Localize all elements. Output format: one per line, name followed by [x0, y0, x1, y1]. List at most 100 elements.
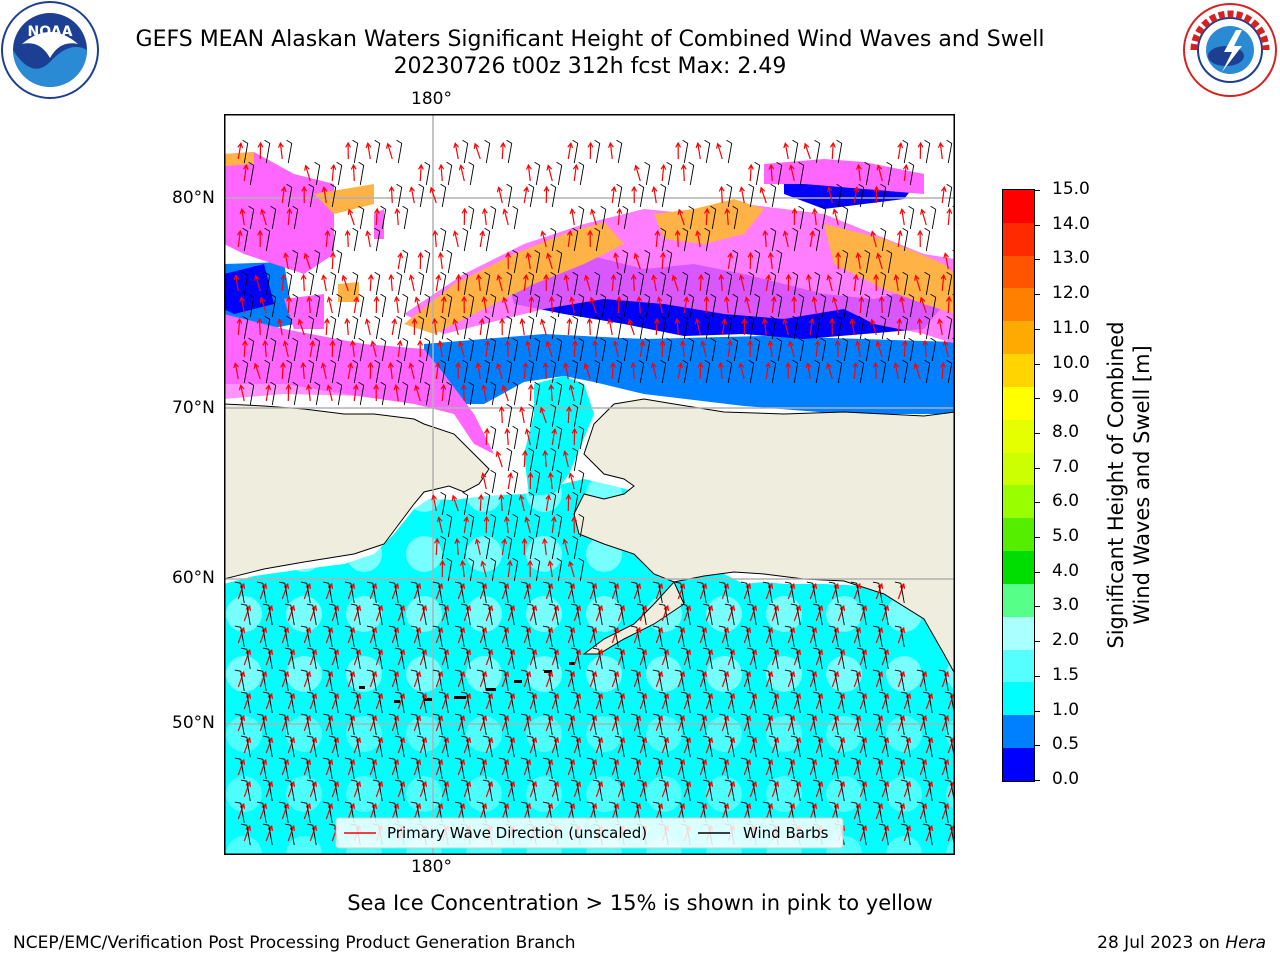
wind-barb — [872, 625, 883, 648]
wave-arrow — [749, 781, 757, 798]
wind-barb — [234, 581, 245, 604]
wind-barb — [350, 647, 361, 670]
wave-arrow — [875, 583, 883, 600]
wave-arrow-head — [236, 229, 243, 237]
wind-barb — [482, 691, 493, 714]
wind-barb — [858, 315, 865, 340]
wave-arrow — [459, 341, 465, 358]
wind-barb — [550, 315, 557, 340]
lon-label-bottom: 180° — [411, 857, 452, 877]
wind-barb — [432, 713, 443, 736]
wave-arrow-head — [242, 163, 249, 171]
wave-arrow — [920, 297, 927, 314]
wave-arrow-head — [546, 252, 552, 259]
wind-barb — [740, 669, 751, 692]
wave-arrow-head — [256, 317, 263, 324]
wave-arrow — [500, 495, 503, 512]
wind-barb — [556, 557, 563, 582]
wave-arrow — [254, 363, 261, 380]
wind-barb — [614, 647, 625, 670]
wave-arrow — [265, 825, 273, 842]
wind-barb — [616, 139, 623, 164]
wave-arrow-head — [501, 384, 508, 391]
wave-arrow-head — [610, 185, 617, 193]
wave-arrow — [369, 803, 377, 820]
wave-arrow-head — [434, 361, 441, 369]
wind-barb — [432, 669, 443, 692]
alaska-land — [573, 398, 955, 675]
colorbar-tick-label: 5.0 — [1052, 526, 1080, 547]
wave-arrow-head — [759, 186, 766, 193]
wave-arrow — [696, 231, 701, 248]
wave-arrow — [903, 825, 911, 842]
wind-barb — [454, 625, 465, 648]
wind-barb — [806, 581, 817, 604]
wind-barb — [476, 757, 487, 780]
wave-arrow — [789, 341, 795, 358]
wind-barb — [242, 139, 249, 164]
wind-barb — [682, 315, 689, 340]
wave-arrow-head — [364, 318, 371, 325]
wave-arrow — [941, 803, 949, 820]
wave-arrow — [573, 165, 577, 182]
wave-arrow — [483, 297, 487, 314]
wind-barb — [836, 271, 843, 296]
wind-barb — [776, 161, 783, 186]
wave-arrow — [237, 627, 245, 644]
wave-arrow — [523, 715, 531, 732]
wind-barb — [622, 337, 629, 362]
wind-barb — [704, 227, 711, 252]
wave-arrow — [921, 209, 927, 226]
wave-arrow — [237, 671, 245, 688]
wave-arrow — [525, 517, 531, 534]
wave-arrow — [944, 341, 949, 358]
wave-arrow — [369, 671, 377, 688]
wind-barb — [564, 581, 575, 604]
wind-barb — [864, 337, 871, 362]
wave-arrow — [503, 209, 509, 226]
wave-arrow — [347, 627, 355, 644]
footer-machine: Hera — [1225, 933, 1266, 953]
wind-barb — [438, 735, 449, 758]
wind-barb — [938, 669, 949, 692]
wind-barb — [726, 359, 733, 384]
wave-arrow — [678, 209, 685, 226]
wind-barb — [278, 801, 289, 824]
wind-barb — [748, 271, 755, 296]
wind-barb — [306, 735, 317, 758]
wave-arrow — [243, 737, 251, 754]
wind-barb — [652, 757, 663, 780]
wave-arrow — [881, 825, 889, 842]
wave-arrow-head — [697, 361, 704, 368]
wave-arrow-head — [653, 317, 660, 324]
wave-arrow-head — [481, 295, 488, 303]
wave-arrow — [454, 231, 459, 248]
wind-barb — [878, 823, 889, 846]
wave-arrow — [325, 759, 333, 776]
wave-arrow — [353, 297, 358, 314]
wave-arrow — [240, 297, 245, 314]
wind-barb — [484, 227, 491, 252]
wind-barb — [688, 161, 695, 186]
wave-arrow-head — [610, 273, 617, 280]
wave-arrow-head — [590, 208, 596, 215]
wind-barb — [908, 205, 915, 230]
wind-barb — [526, 647, 537, 670]
wind-barb — [586, 713, 597, 736]
wind-barb — [468, 205, 475, 230]
wave-arrow — [727, 737, 735, 754]
wind-barb — [652, 801, 663, 824]
wind-barb — [526, 779, 537, 802]
wind-barb — [306, 823, 317, 846]
wave-arrow — [790, 165, 795, 182]
wave-arrow-head — [703, 295, 710, 302]
wind-barb — [292, 293, 299, 318]
wind-barb — [564, 625, 575, 648]
wave-arrow — [547, 253, 553, 270]
colorbar-segment — [1003, 748, 1034, 781]
wind-barb — [484, 491, 491, 516]
wind-barb — [328, 647, 339, 670]
wave-arrow — [529, 693, 537, 710]
wind-barb — [858, 183, 865, 208]
wind-barb — [660, 315, 667, 340]
